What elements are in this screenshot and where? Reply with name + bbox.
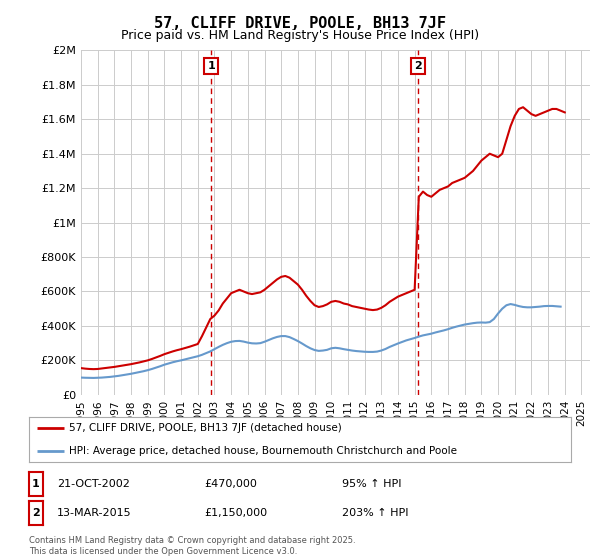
Text: 95% ↑ HPI: 95% ↑ HPI: [342, 479, 401, 489]
Text: 57, CLIFF DRIVE, POOLE, BH13 7JF: 57, CLIFF DRIVE, POOLE, BH13 7JF: [154, 16, 446, 31]
Text: 13-MAR-2015: 13-MAR-2015: [57, 508, 131, 518]
Text: HPI: Average price, detached house, Bournemouth Christchurch and Poole: HPI: Average price, detached house, Bour…: [70, 446, 457, 456]
Text: Price paid vs. HM Land Registry's House Price Index (HPI): Price paid vs. HM Land Registry's House …: [121, 29, 479, 42]
Text: 203% ↑ HPI: 203% ↑ HPI: [342, 508, 409, 518]
Text: £1,150,000: £1,150,000: [204, 508, 267, 518]
Text: 2: 2: [32, 508, 40, 517]
Text: £470,000: £470,000: [204, 479, 257, 489]
Text: Contains HM Land Registry data © Crown copyright and database right 2025.
This d: Contains HM Land Registry data © Crown c…: [29, 536, 355, 556]
Text: 1: 1: [207, 61, 215, 71]
Text: 2: 2: [414, 61, 422, 71]
Text: 1: 1: [32, 479, 40, 488]
Text: 57, CLIFF DRIVE, POOLE, BH13 7JF (detached house): 57, CLIFF DRIVE, POOLE, BH13 7JF (detach…: [70, 422, 342, 432]
Text: 21-OCT-2002: 21-OCT-2002: [57, 479, 130, 489]
